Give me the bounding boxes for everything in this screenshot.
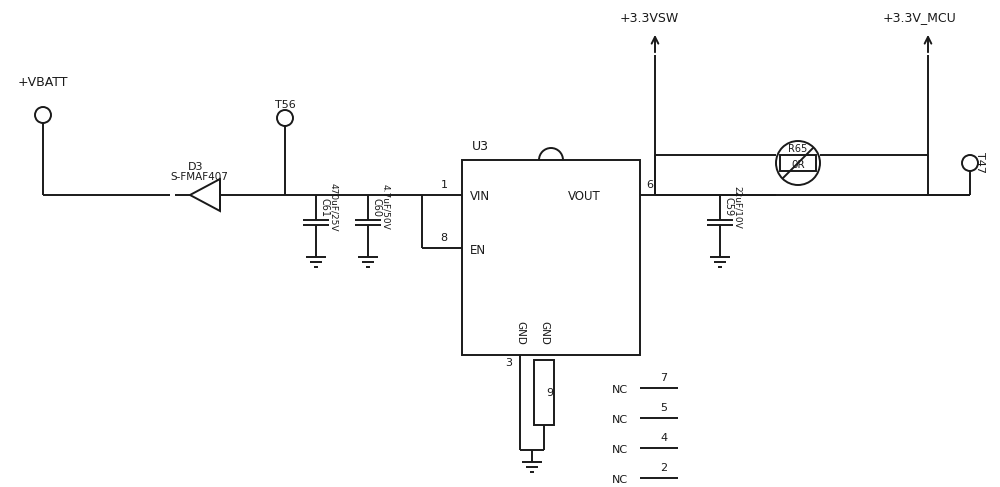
Text: 8: 8	[440, 233, 448, 243]
Bar	[462, 160, 640, 355]
Text: GND: GND	[539, 321, 549, 345]
Text: C60: C60	[372, 198, 382, 217]
Text: NC: NC	[612, 385, 628, 395]
Text: +3.3V_MCU: +3.3V_MCU	[883, 12, 957, 24]
Bar	[534, 360, 554, 425]
Text: C59: C59	[724, 197, 734, 217]
Text: +3.3VSW: +3.3VSW	[620, 12, 679, 24]
Text: R65: R65	[788, 144, 807, 154]
Text: GND: GND	[515, 321, 525, 345]
Text: 0R: 0R	[791, 160, 805, 170]
Text: VOUT: VOUT	[568, 190, 601, 204]
Text: 22uF/10V: 22uF/10V	[733, 186, 742, 228]
Text: C61: C61	[320, 198, 330, 217]
Text: 4.7uF/50V: 4.7uF/50V	[381, 184, 390, 230]
Text: U3: U3	[472, 139, 489, 152]
Text: 2: 2	[660, 463, 668, 473]
Text: EN: EN	[470, 244, 486, 257]
Text: 470uF/25V: 470uF/25V	[329, 183, 338, 231]
Text: NC: NC	[612, 415, 628, 425]
Text: 7: 7	[660, 373, 668, 383]
Text: +VBATT: +VBATT	[18, 75, 68, 89]
Text: 4: 4	[660, 433, 668, 443]
Text: 6: 6	[646, 180, 654, 190]
Text: NC: NC	[612, 475, 628, 485]
Text: 3: 3	[505, 358, 512, 368]
Text: T56: T56	[275, 100, 296, 110]
Bar	[780, 155, 816, 171]
Text: 9: 9	[546, 388, 553, 398]
Text: NC: NC	[612, 445, 628, 455]
Text: D3: D3	[188, 162, 204, 172]
Text: 1: 1	[440, 180, 448, 190]
Text: VIN: VIN	[470, 190, 490, 204]
Text: T47: T47	[975, 152, 985, 173]
Text: S-FMAF407: S-FMAF407	[170, 172, 228, 182]
Text: 5: 5	[660, 403, 668, 413]
